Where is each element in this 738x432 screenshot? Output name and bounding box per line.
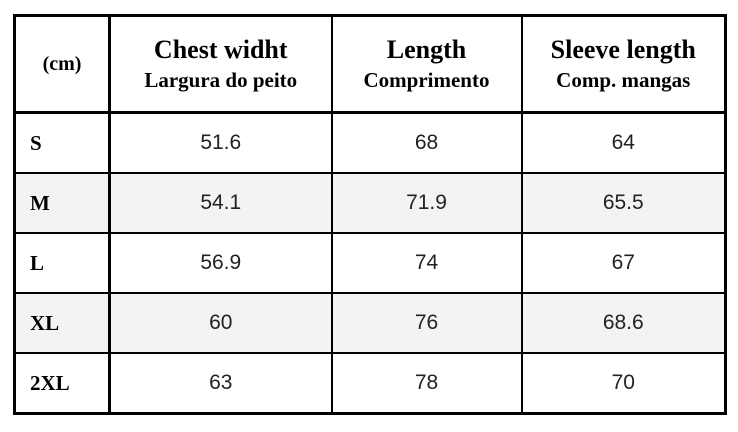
column-title: Chest widht [153, 35, 288, 64]
header-row: (cm) Chest widht Largura do peito Length Co… [13, 14, 727, 114]
size-table: (cm) Chest widht Largura do peito Length Co… [13, 14, 727, 415]
measurement: 76 [330, 292, 523, 354]
measurement: 74 [330, 232, 523, 294]
size-label: S [13, 111, 111, 174]
measurement: 60 [108, 292, 333, 354]
measurement: 51.6 [108, 111, 333, 174]
size-label: M [13, 172, 111, 234]
measurement: 67 [520, 232, 727, 294]
size-label: L [13, 232, 111, 294]
corner-cell: (cm) [13, 14, 111, 114]
column-subtitle: Comprimento [363, 68, 490, 92]
size-row: M 54.1 71.9 65.5 [13, 172, 727, 234]
column-header: Length Comprimento [330, 14, 523, 114]
size-label: 2XL [13, 352, 111, 415]
measurement: 78 [330, 352, 523, 415]
measurement: 64 [520, 111, 727, 174]
measurement: 56.9 [108, 232, 333, 294]
column-title: Sleeve length [550, 35, 696, 64]
column-subtitle: Comp. mangas [556, 68, 691, 92]
size-label: XL [13, 292, 111, 354]
column-subtitle: Largura do peito [144, 68, 298, 92]
size-row: XL 60 76 68.6 [13, 292, 727, 354]
column-header: Chest widht Largura do peito [108, 14, 333, 114]
measurement: 68.6 [520, 292, 727, 354]
measurement: 63 [108, 352, 333, 415]
column-header: Sleeve length Comp. mangas [520, 14, 727, 114]
measurement: 65.5 [520, 172, 727, 234]
size-row: 2XL 63 78 70 [13, 352, 727, 415]
measurement: 68 [330, 111, 523, 174]
measurement: 70 [520, 352, 727, 415]
measurement: 71.9 [330, 172, 523, 234]
size-row: L 56.9 74 67 [13, 232, 727, 294]
measurement: 54.1 [108, 172, 333, 234]
size-row: S 51.6 68 64 [13, 111, 727, 174]
column-title: Length [386, 35, 467, 64]
